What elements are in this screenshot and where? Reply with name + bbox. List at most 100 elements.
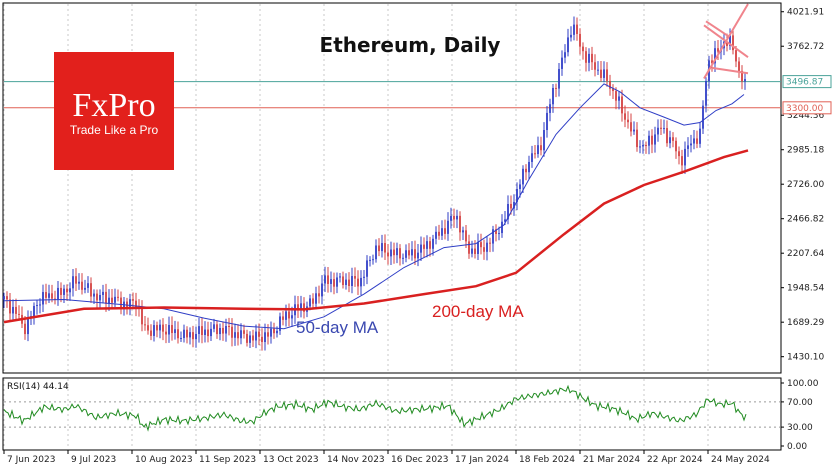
candle-body [576,24,578,34]
candle-body [36,305,38,307]
candle-body [18,313,20,315]
candle-body [207,329,209,337]
candle-body [6,296,8,300]
candle-body [738,61,740,71]
candle-body [555,87,557,89]
candle-body [105,291,107,304]
logo-tagline: Trade Like a Pro [70,123,159,137]
trend-line [703,24,749,59]
candle-body [483,247,485,252]
candle-body [336,277,338,287]
candle-body [315,293,317,304]
annotation-50-day-ma: 50-day MA [296,318,379,337]
candle-body [174,329,176,334]
tick-label-date: 18 Feb 2024 [519,455,575,465]
candle-body [183,329,185,339]
candle-body [558,68,560,89]
candle-body [372,259,374,261]
candle-body [381,243,383,252]
candle-body [339,276,341,278]
candle-body [24,323,26,335]
candle-body [675,140,677,152]
candle-body [321,283,323,297]
candle-body [162,324,164,332]
candle-body [396,248,398,256]
candle-body [153,325,155,336]
candle-body [573,24,575,35]
candle-body [651,135,653,145]
candle-body [342,276,344,286]
candle-body [3,296,5,300]
tick-label-date: 16 Dec 2023 [391,455,449,465]
candle-body [318,293,320,297]
candle-body [240,330,242,339]
candle-body [210,328,212,337]
candle-body [546,112,548,131]
candle-body [630,122,632,132]
candle-body [609,80,611,89]
candle-body [327,275,329,284]
candle-body [516,188,518,202]
candle-body [243,330,245,334]
candle-body [165,331,167,335]
candle-body [39,304,41,306]
candle-body [78,281,80,284]
candle-body [684,148,686,166]
candle-body [48,293,50,298]
candle-body [90,283,92,297]
candle-body [642,145,644,147]
candle-body [360,277,362,287]
candle-body [585,51,587,63]
candle-body [528,161,530,173]
candle-body [648,135,650,146]
price-axis: 1430.10 1689.29 1948.54 2207.64 2466.82 2726.… [781,8,824,363]
candle-body [510,203,512,209]
candle-body [414,249,416,259]
candle-body [450,215,452,221]
logo-box [54,52,174,170]
tick-label-rsi: 100.00 [787,379,819,389]
candle-body [369,259,371,261]
candle-body [9,299,11,314]
candle-body [615,91,617,101]
candle-body [507,203,509,220]
candle-body [264,332,266,343]
candle-body [567,37,569,53]
candle-body [579,33,581,47]
candle-body [537,145,539,155]
candle-body [363,276,365,278]
candle-body [420,244,422,253]
candle-body [621,96,623,114]
candle-body [285,311,287,320]
candle-body [717,48,719,52]
tick-label-rsi: 0.00 [787,442,807,452]
tick-label-date: 9 Jul 2023 [71,455,116,465]
candle-body [402,257,404,259]
candle-body [93,293,95,297]
rsi-label: RSI(14) 44.14 [7,382,69,392]
candle-body [126,301,128,307]
chart-title: Ethereum, Daily [320,33,501,57]
candle-body [303,303,305,312]
candle-body [288,311,290,319]
candle-body [666,128,668,144]
candle-body [255,331,257,341]
trend-line [711,66,749,75]
candle-body [447,220,449,234]
candle-body [234,332,236,338]
candle-body [231,326,233,338]
candle-body [531,153,533,162]
candle-body [735,50,737,62]
candle-body [486,242,488,252]
tick-label-price: 1948.54 [787,284,824,294]
candle-body [741,70,743,82]
candle-body [639,146,641,148]
candle-body [561,57,563,69]
candle-body [57,287,59,300]
candle-body [417,252,419,259]
candle-body [624,113,626,120]
candle-body [687,145,689,149]
candle-body [141,308,143,325]
candle-body [87,283,89,288]
